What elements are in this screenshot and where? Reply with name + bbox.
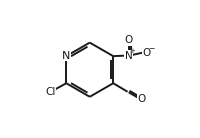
Text: N: N bbox=[62, 51, 70, 61]
Text: −: − bbox=[148, 44, 155, 53]
Text: N: N bbox=[125, 51, 132, 61]
Text: O: O bbox=[138, 94, 146, 104]
Text: +: + bbox=[130, 47, 136, 54]
Text: Cl: Cl bbox=[45, 87, 56, 97]
Text: O: O bbox=[124, 35, 133, 45]
Text: O: O bbox=[143, 48, 151, 58]
